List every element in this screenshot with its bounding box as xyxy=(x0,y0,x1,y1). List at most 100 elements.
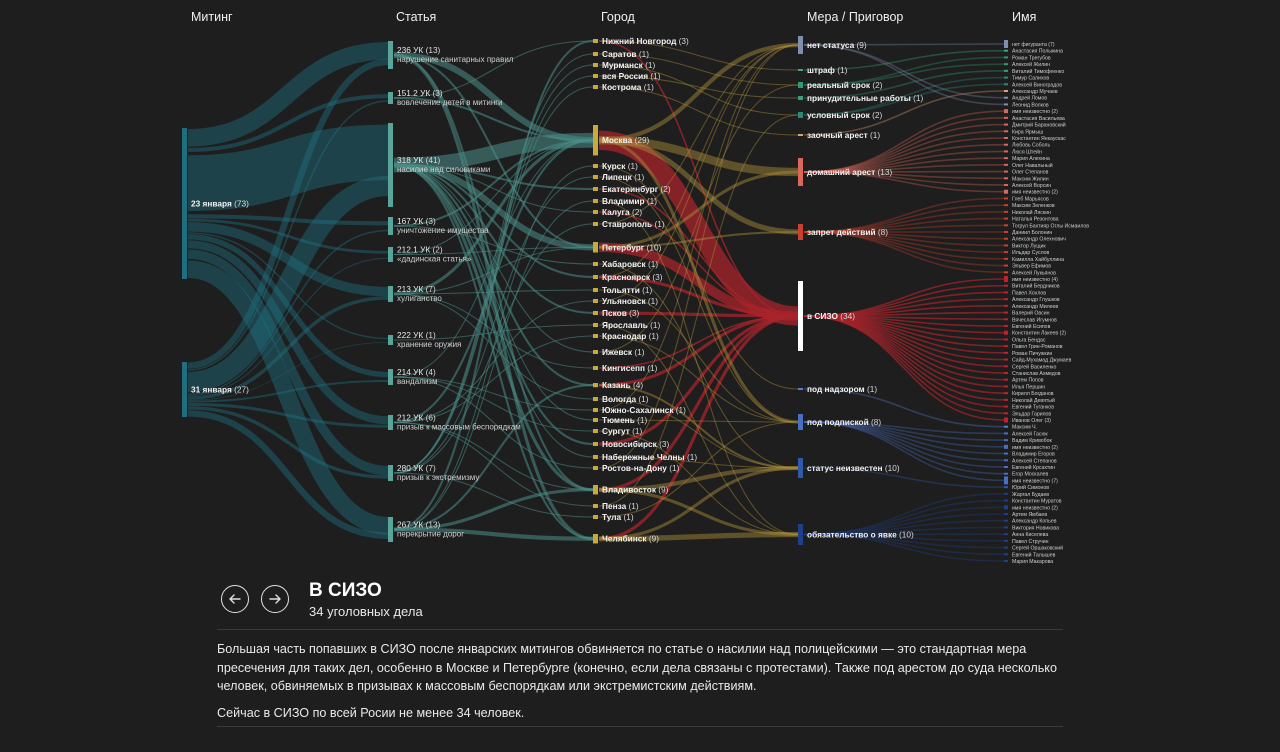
name-node xyxy=(1004,318,1008,321)
divider-bottom xyxy=(217,726,1063,727)
article-node xyxy=(388,369,393,385)
name-label: Анастасия Васильева xyxy=(1012,116,1065,122)
flow-link xyxy=(393,225,594,265)
name-node xyxy=(1004,298,1008,301)
flow-link xyxy=(598,176,799,423)
measure-label: штраф (1) xyxy=(807,65,848,75)
flow-link xyxy=(187,234,389,378)
flow-link xyxy=(803,421,1005,462)
city-label: Ярославль (1) xyxy=(602,320,661,330)
flow-link xyxy=(598,136,799,177)
name-label: Павел Грин-Романов xyxy=(1012,344,1063,350)
city-node xyxy=(593,262,598,266)
arrow-right-icon xyxy=(269,594,281,604)
flow-link xyxy=(598,64,799,116)
flow-link xyxy=(187,232,389,340)
measure-label: заочный арест (1) xyxy=(807,130,880,140)
flow-link xyxy=(393,164,594,213)
article-node xyxy=(388,217,393,235)
name-node xyxy=(1004,526,1008,529)
name-label: Алексей Гасюк xyxy=(1012,430,1048,437)
flow-link xyxy=(393,53,594,474)
name-node xyxy=(1004,210,1008,213)
description-paragraph: Сейчас в СИЗО по всей Росии не менее 34 … xyxy=(217,705,525,720)
flow-link xyxy=(187,222,389,297)
name-label: Алексей Ворсин xyxy=(1012,182,1051,189)
city-node xyxy=(593,383,598,388)
measure-label: под надзором (1) xyxy=(807,384,877,394)
city-node xyxy=(593,397,598,401)
flow-link xyxy=(598,114,799,507)
city-label: Тюмень (1) xyxy=(602,415,647,425)
name-node xyxy=(1004,83,1008,86)
flow-link xyxy=(803,197,1005,233)
flow-link xyxy=(393,289,594,295)
name-node xyxy=(1004,372,1008,374)
name-label: Александр Милеев xyxy=(1012,304,1058,310)
article-code-label: 318 УК (41) xyxy=(397,155,441,165)
article-node xyxy=(388,247,393,262)
city-node xyxy=(593,504,598,508)
city-node xyxy=(593,288,598,292)
name-label: Максим Зеленков xyxy=(1012,203,1055,209)
name-node xyxy=(1004,330,1008,335)
article-code-label: 212.1 УК (2) xyxy=(397,245,443,255)
name-label: Алексей Жилин xyxy=(1012,61,1050,68)
name-node xyxy=(1004,412,1008,415)
flow-link xyxy=(803,44,1005,99)
name-label: Эльвер Ефимов xyxy=(1012,264,1051,270)
panel-subtitle: 34 уголовных дела xyxy=(309,604,423,619)
flow-link xyxy=(803,171,1005,186)
article-node xyxy=(388,92,393,104)
city-node xyxy=(593,485,598,495)
next-button[interactable] xyxy=(261,585,289,613)
measure-label: реальный срок (2) xyxy=(807,80,883,90)
flow-link xyxy=(598,335,799,423)
city-node xyxy=(593,334,598,338)
name-node xyxy=(1004,150,1008,153)
name-node xyxy=(1004,123,1008,126)
flow-link xyxy=(393,163,594,191)
flow-link xyxy=(803,117,1005,173)
name-label: Олег Степанов xyxy=(1012,170,1049,176)
article-desc-label: вандализм xyxy=(397,377,437,386)
flow-link xyxy=(393,527,594,541)
city-node xyxy=(593,63,598,67)
name-node xyxy=(1004,398,1008,401)
flow-link xyxy=(393,39,594,531)
flow-link xyxy=(393,384,594,531)
prev-button[interactable] xyxy=(221,585,249,613)
flow-link xyxy=(803,506,1005,536)
panel-title: В СИЗО xyxy=(309,580,382,601)
name-node xyxy=(1004,284,1008,287)
column-header: Мера / Приговор xyxy=(807,10,903,24)
name-label: Виталий Тимофеенко xyxy=(1012,68,1064,75)
name-label: имя неизвестно (4) xyxy=(1012,277,1058,283)
column-header: Статья xyxy=(396,10,436,24)
name-node xyxy=(1004,452,1008,455)
flow-link xyxy=(393,163,594,540)
flow-link xyxy=(803,467,1005,488)
flow-link xyxy=(803,157,1005,173)
city-label: Липецк (1) xyxy=(602,172,644,182)
name-node xyxy=(1004,217,1008,220)
name-node xyxy=(1004,244,1008,247)
flow-link xyxy=(598,170,799,249)
name-node xyxy=(1004,466,1008,468)
name-label: Евгений Туганков xyxy=(1012,404,1054,411)
flow-link xyxy=(187,342,389,401)
name-node xyxy=(1004,392,1008,395)
name-label: Глеб Марьясов xyxy=(1012,196,1049,202)
name-node xyxy=(1004,237,1008,240)
name-label: имя неизвестно (2) xyxy=(1012,505,1058,511)
flow-link xyxy=(803,143,1005,173)
name-label: Юрий Симонов xyxy=(1012,484,1049,491)
flow-link xyxy=(598,384,799,470)
flow-link xyxy=(598,289,799,423)
name-label: Любовь Соболь xyxy=(1012,143,1050,149)
flow-link xyxy=(598,488,799,537)
city-node xyxy=(593,350,598,354)
name-label: имя неизвестно (7) xyxy=(1012,478,1058,484)
flow-link xyxy=(598,466,799,541)
flow-link xyxy=(803,421,1005,482)
